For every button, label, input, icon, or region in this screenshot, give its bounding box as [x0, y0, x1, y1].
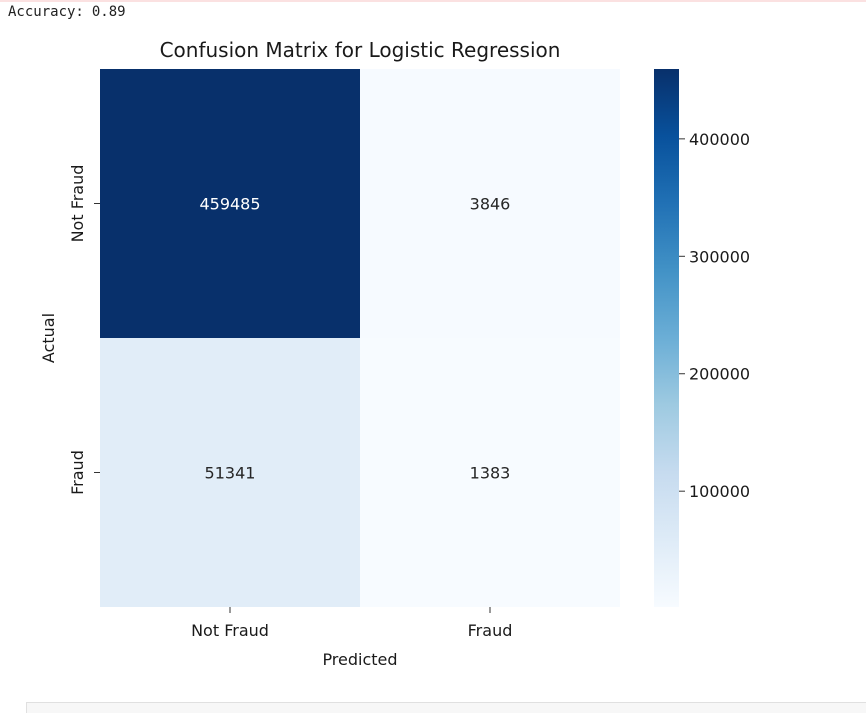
colorbar — [654, 69, 679, 607]
next-notebook-cell[interactable] — [26, 702, 866, 713]
output-top-border — [0, 0, 866, 2]
heatmap-cell — [100, 69, 360, 338]
cell-value-label: 3846 — [470, 195, 511, 214]
x-tick-label: Fraud — [468, 621, 513, 640]
cell-value-label: 51341 — [205, 464, 256, 483]
colorbar-tick-label: 200000 — [689, 365, 750, 384]
stdout-output: Accuracy: 0.89 — [8, 4, 126, 20]
heatmap-cell — [360, 338, 620, 607]
colorbar-tick-label: 100000 — [689, 482, 750, 501]
x-tick-label: Not Fraud — [191, 621, 269, 640]
accuracy-label: Accuracy: — [8, 4, 84, 20]
chart-title: Confusion Matrix for Logistic Regression — [160, 38, 561, 62]
y-tick-label: Not Fraud — [68, 165, 87, 243]
x-axis-label: Predicted — [322, 650, 397, 669]
confusion-matrix-chart: Confusion Matrix for Logistic Regression… — [39, 38, 750, 669]
cell-value-label: 459485 — [199, 195, 260, 214]
y-tick-label: Fraud — [68, 450, 87, 495]
cell-value-label: 1383 — [470, 464, 511, 483]
colorbar-tick-label: 300000 — [689, 247, 750, 266]
colorbar-tick-label: 400000 — [689, 130, 750, 149]
heatmap-cell — [100, 338, 360, 607]
y-axis-label: Actual — [39, 313, 58, 363]
heatmap-cell — [360, 69, 620, 338]
accuracy-value: 0.89 — [91, 4, 126, 20]
